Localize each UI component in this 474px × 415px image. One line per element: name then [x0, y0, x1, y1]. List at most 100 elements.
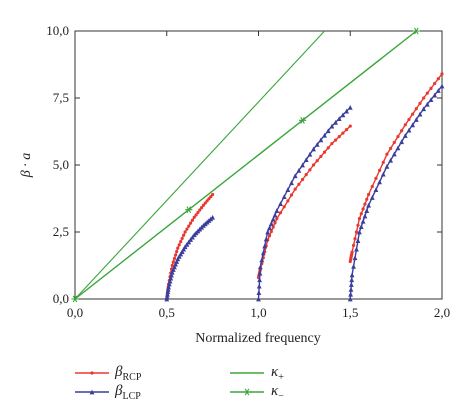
- lcp-marker: [190, 234, 195, 240]
- lcp-marker: [307, 151, 313, 157]
- lcp-marker: [265, 229, 271, 235]
- rcp-marker: [418, 101, 422, 105]
- kminus-marker: [298, 116, 307, 124]
- rcp-marker: [333, 138, 338, 142]
- lcp-marker: [181, 246, 187, 252]
- rcp-marker: [209, 195, 213, 199]
- lcp-marker: [165, 286, 171, 292]
- rcp-marker: [311, 163, 316, 167]
- rcp-marker: [175, 249, 179, 254]
- rcp-marker: [187, 224, 191, 228]
- lcp-marker: [355, 238, 361, 243]
- lcp-marker: [333, 119, 338, 125]
- lcp-marker: [369, 195, 375, 200]
- rcp-marker: [359, 212, 363, 216]
- lcp-marker: [174, 259, 180, 264]
- lcp-marker: [272, 212, 278, 218]
- rcp-marker: [414, 107, 418, 111]
- lcp-line: [257, 106, 351, 300]
- lcp-marker: [179, 249, 185, 254]
- rcp-marker: [330, 141, 334, 146]
- rcp-marker: [350, 250, 354, 254]
- lcp-marker: [348, 291, 354, 297]
- rcp-marker: [354, 230, 359, 234]
- lcp-marker: [352, 255, 358, 261]
- rcp-marker: [196, 210, 200, 215]
- legend-swatches: [75, 371, 264, 396]
- rcp-marker: [289, 193, 294, 197]
- lcp-marker: [178, 251, 184, 257]
- legend-sub-kplus: +: [278, 372, 284, 383]
- rcp-marker: [192, 215, 196, 219]
- lcp-marker: [340, 112, 346, 118]
- lcp-marker: [413, 117, 419, 122]
- y-tick-label: 7,5: [53, 90, 69, 105]
- rcp-marker: [385, 152, 389, 156]
- lcp-marker: [357, 229, 362, 235]
- rcp-marker: [361, 207, 365, 211]
- legend-entry-rcp: βRCP: [115, 364, 141, 383]
- rcp-marker: [370, 184, 374, 189]
- lcp-marker: [164, 296, 170, 302]
- rcp-marker: [194, 213, 198, 217]
- lcp-marker: [172, 264, 177, 270]
- lcp-marker: [259, 257, 265, 263]
- lcp-marker: [292, 173, 298, 179]
- lcp-marker: [402, 133, 408, 138]
- rcp-marker: [378, 168, 382, 172]
- rcp-marker: [176, 246, 180, 250]
- lcp-line: [349, 85, 443, 300]
- rcp-marker: [189, 221, 193, 225]
- lcp-marker: [349, 277, 355, 283]
- lcp-marker: [360, 218, 366, 224]
- lcp-marker: [318, 137, 324, 143]
- legend-lcp-marker: [89, 389, 95, 395]
- lcp-marker: [169, 269, 175, 275]
- lcp-marker: [256, 290, 262, 295]
- rcp-marker: [381, 160, 385, 164]
- chart-ticks: 0,0 0,5 1,0 1,5 2,0 0,0 2,5 5,0 7,5 10,0: [46, 23, 450, 320]
- lcp-marker: [170, 267, 176, 272]
- lcp-marker: [176, 253, 182, 259]
- lcp-marker: [186, 239, 192, 245]
- lcp-marker: [166, 281, 172, 287]
- lcp-marker: [270, 216, 276, 222]
- series-lcp: [164, 83, 445, 302]
- legend-entry-kplus: κ+: [271, 364, 284, 383]
- lcp-marker: [166, 284, 171, 290]
- legend-sub-kminus: −: [278, 391, 284, 402]
- lcp-marker: [274, 208, 280, 213]
- lcp-marker: [303, 157, 309, 163]
- lcp-marker: [165, 291, 170, 297]
- rcp-marker: [374, 176, 378, 180]
- legend-sub-lcp: LCP: [122, 391, 141, 402]
- legend-entry-lcp: βLCP: [115, 383, 141, 402]
- rcp-marker: [341, 131, 345, 135]
- rcp-marker: [203, 201, 207, 205]
- lcp-marker: [311, 146, 316, 152]
- lcp-marker: [182, 244, 188, 250]
- lcp-marker: [432, 92, 438, 98]
- rcp-marker: [436, 77, 440, 81]
- rcp-marker: [171, 260, 175, 264]
- rcp-marker: [422, 96, 426, 100]
- series-rcp: [165, 72, 444, 301]
- lcp-marker: [421, 106, 427, 112]
- lcp-marker: [348, 286, 354, 292]
- lcp-marker: [417, 111, 423, 117]
- lcp-marker: [391, 151, 397, 157]
- lcp-marker: [165, 289, 171, 295]
- rcp-line: [257, 125, 351, 278]
- rcp-marker: [179, 240, 183, 244]
- lcp-marker: [428, 97, 434, 103]
- y-tick-label: 5,0: [53, 157, 69, 172]
- lcp-marker: [377, 179, 383, 185]
- lcp-marker: [173, 261, 178, 267]
- y-tick-label: 0,0: [53, 291, 69, 306]
- legend-label-kminus: κ: [271, 383, 279, 399]
- rcp-marker: [367, 192, 371, 197]
- lcp-marker: [373, 187, 379, 193]
- lcp-marker: [289, 180, 294, 186]
- legend-sub-rcp: RCP: [122, 372, 142, 383]
